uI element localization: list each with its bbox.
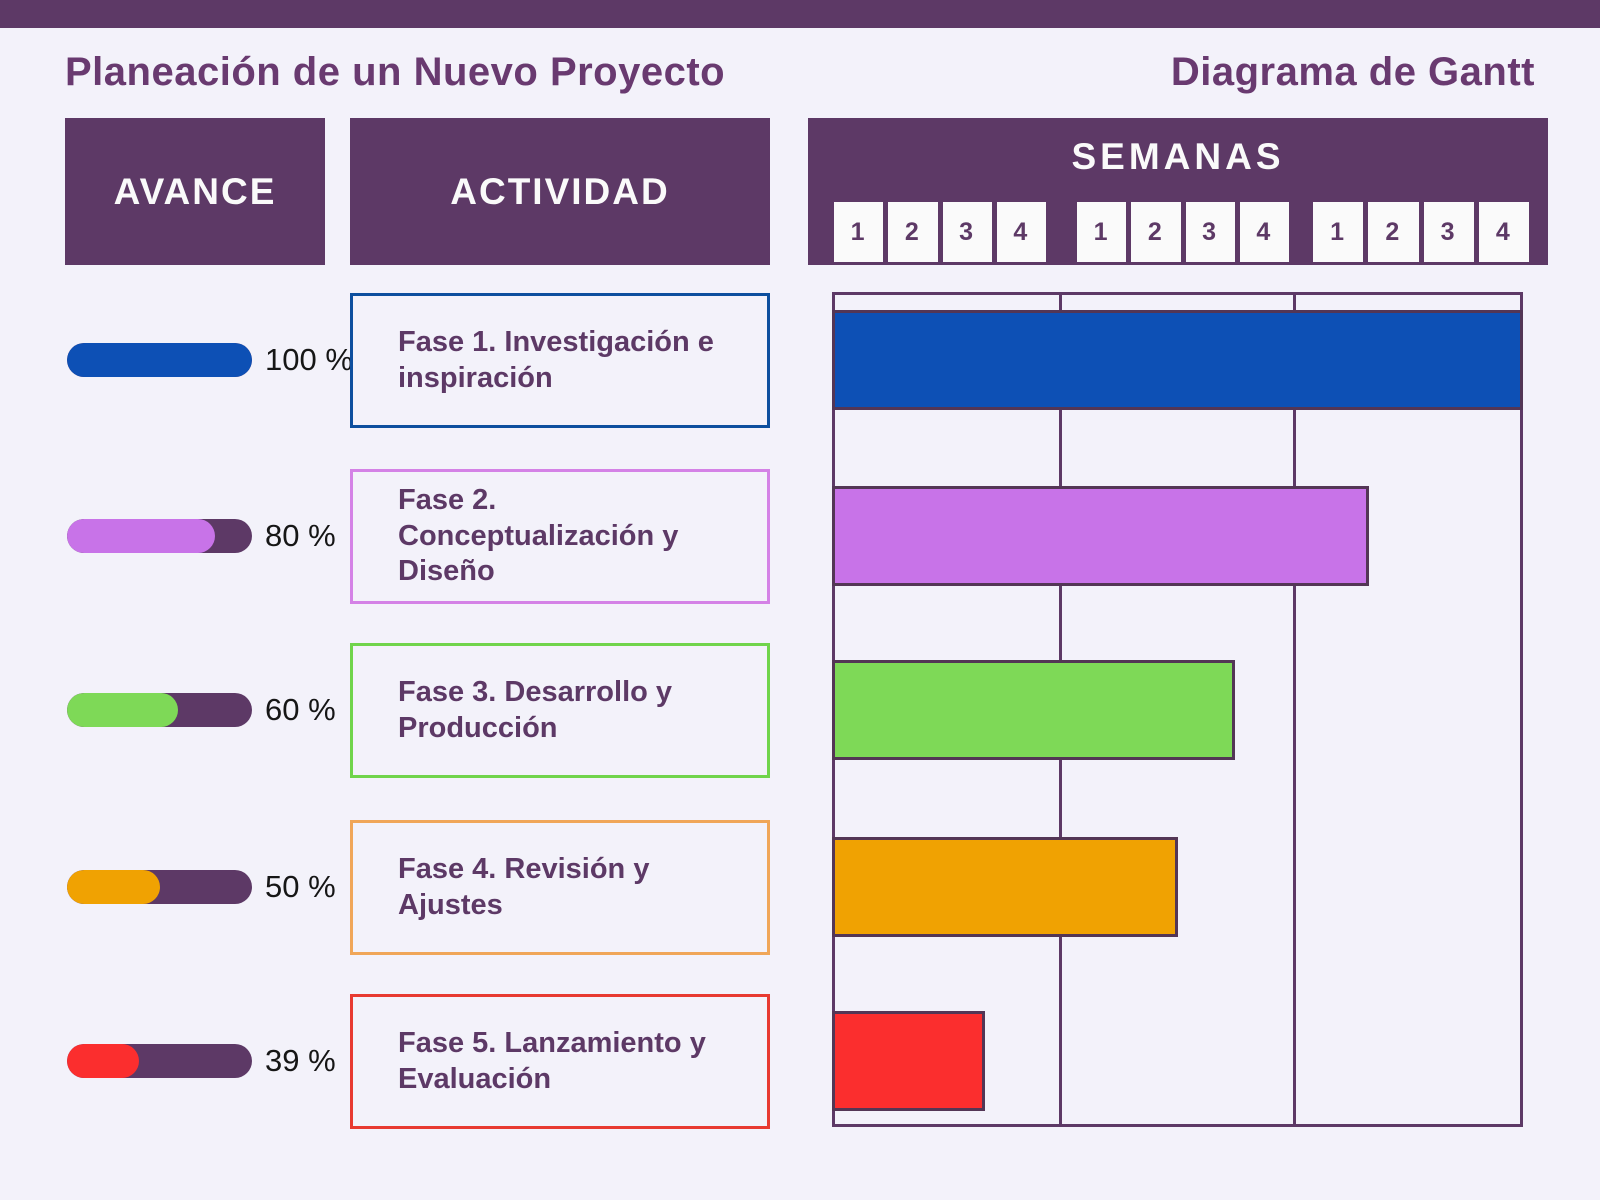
week-cell: 1 [834, 202, 884, 262]
progress-pill-fill [67, 343, 252, 377]
activity-box: Fase 1. Investigación e inspiración [350, 293, 770, 428]
gantt-grid [832, 292, 1523, 1127]
progress-pill [67, 519, 252, 553]
week-cell: 4 [996, 202, 1046, 262]
activity-label: Fase 1. Investigación e inspiración [398, 325, 714, 394]
column-header-avance: AVANCE [65, 118, 325, 265]
progress-pill-fill [67, 693, 178, 727]
activity-label: Fase 5. Lanzamiento y Evaluación [398, 1026, 706, 1095]
week-cell: 2 [1368, 202, 1419, 262]
week-cell: 3 [1423, 202, 1474, 262]
actividad-label: ACTIVIDAD [450, 170, 670, 212]
gantt-bar [832, 1011, 985, 1111]
week-cell: 3 [942, 202, 992, 262]
progress-percent-label: 60 % [265, 692, 336, 727]
gantt-bar [832, 837, 1178, 937]
activity-label: Fase 4. Revisión y Ajustes [398, 852, 650, 921]
gantt-bar [832, 486, 1370, 586]
week-cell: 2 [888, 202, 938, 262]
activity-label: Fase 2. Conceptualización y Diseño [398, 483, 679, 588]
week-cell: 2 [1131, 202, 1181, 262]
avance-label: AVANCE [113, 170, 277, 212]
activity-label: Fase 3. Desarrollo y Producción [398, 675, 673, 744]
month-divider-2 [1293, 295, 1296, 1124]
progress-percent-label: 39 % [265, 1043, 336, 1078]
week-cell: 4 [1478, 202, 1529, 262]
activity-box: Fase 2. Conceptualización y Diseño [350, 469, 770, 604]
progress-percent-label: 100 % [265, 342, 353, 377]
progress-percent-label: 50 % [265, 869, 336, 904]
activity-box: Fase 5. Lanzamiento y Evaluación [350, 994, 770, 1129]
gantt-bar [832, 310, 1523, 410]
column-header-actividad: ACTIVIDAD [350, 118, 770, 265]
progress-pill [67, 870, 252, 904]
top-accent-bar [0, 0, 1600, 28]
chart-type-title: Diagrama de Gantt [1170, 50, 1535, 94]
progress-pill [67, 343, 252, 377]
gantt-bar [832, 660, 1236, 760]
activity-box: Fase 3. Desarrollo y Producción [350, 643, 770, 778]
progress-pill [67, 1044, 252, 1078]
week-cell: 1 [1313, 202, 1364, 262]
progress-pill-fill [67, 519, 215, 553]
progress-pill [67, 693, 252, 727]
page-title: Planeación de un Nuevo Proyecto [65, 50, 726, 94]
progress-percent-label: 80 % [265, 518, 336, 553]
progress-pill-fill [67, 1044, 140, 1078]
semanas-label: SEMANAS [1071, 136, 1285, 177]
activity-box: Fase 4. Revisión y Ajustes [350, 820, 770, 955]
week-cell: 4 [1239, 202, 1289, 262]
week-cell: 3 [1185, 202, 1235, 262]
progress-pill-fill [67, 870, 160, 904]
week-cell: 1 [1077, 202, 1127, 262]
